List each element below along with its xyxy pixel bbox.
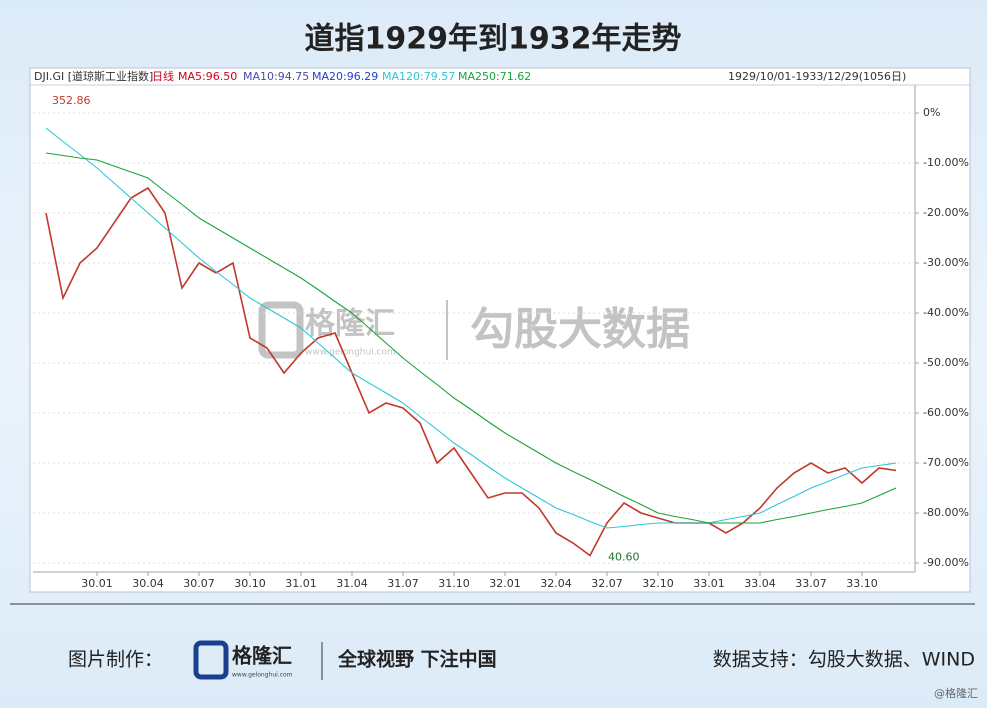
footer-handle: @格隆汇 [934, 686, 978, 700]
series-line [45, 152, 897, 524]
x-tick-label: 32.10 [642, 577, 674, 590]
legend-entry: MA120:79.57 [382, 70, 455, 83]
y-tick-label: -30.00% [923, 256, 969, 269]
y-tick-label: -80.00% [923, 506, 969, 519]
x-tick-label: 30.07 [183, 577, 215, 590]
watermark-brand: 格隆汇 [305, 307, 395, 342]
watermark-source: 勾股大数据 [470, 304, 690, 355]
watermark: 格隆汇 www.gelonghui.com 勾股大数据 [258, 300, 690, 360]
x-tick-label: 31.10 [438, 577, 470, 590]
chart-panel [29, 67, 971, 593]
y-tick-label: -40.00% [923, 306, 969, 319]
watermark-url: www.gelonghui.com [305, 348, 396, 358]
x-tick-label: 31.07 [387, 577, 419, 590]
x-tick-label: 33.07 [795, 577, 827, 590]
annotation: 352.86 [52, 94, 91, 107]
indicator: MA20:96.29 [312, 70, 378, 83]
series-line [45, 186, 897, 557]
footer-url: www.gelonghui.com [232, 672, 293, 679]
indicator: MA5:96.50 [178, 70, 237, 83]
watermark-logo [258, 301, 304, 359]
period: 日线 [152, 69, 174, 83]
x-tick-label: 32.01 [489, 577, 521, 590]
y-tick-label: -10.00% [923, 156, 969, 169]
footer-logo [193, 640, 229, 680]
y-tick-label: -60.00% [923, 406, 969, 419]
footer-brand: 格隆汇 [232, 644, 292, 668]
x-tick-label: 32.04 [540, 577, 572, 590]
x-tick-label: 30.04 [132, 577, 164, 590]
footer-source: 数据支持：勾股大数据、WIND [713, 649, 975, 671]
x-tick-label: 33.01 [693, 577, 725, 590]
x-tick-label: 30.10 [234, 577, 266, 590]
x-tick-label: 33.04 [744, 577, 776, 590]
x-tick-label: 32.07 [591, 577, 623, 590]
footer-made-by: 图片制作： [68, 649, 163, 671]
y-tick-label: -70.00% [923, 456, 969, 469]
legend-entry: MA250:71.62 [458, 70, 531, 83]
x-tick-label: 30.01 [81, 577, 113, 590]
indicator: MA10:94.75 [243, 70, 309, 83]
series-line [45, 127, 897, 529]
y-tick-label: -50.00% [923, 356, 969, 369]
x-tick-label: 31.01 [285, 577, 317, 590]
y-tick-label: -20.00% [923, 206, 969, 219]
annotation: 40.60 [608, 551, 640, 564]
y-tick-label: 0% [923, 106, 940, 119]
date-range: 1929/10/01-1933/12/29(1056日) [728, 70, 906, 83]
x-tick-label: 33.10 [846, 577, 878, 590]
y-tick-label: -90.00% [923, 556, 969, 569]
symbol: DJI.GI [道琼斯工业指数] [34, 69, 153, 83]
footer-slogan: 全球视野 下注中国 [337, 648, 497, 671]
chart-title: 道指1929年到1932年走势 [305, 22, 682, 57]
x-tick-label: 31.04 [336, 577, 368, 590]
